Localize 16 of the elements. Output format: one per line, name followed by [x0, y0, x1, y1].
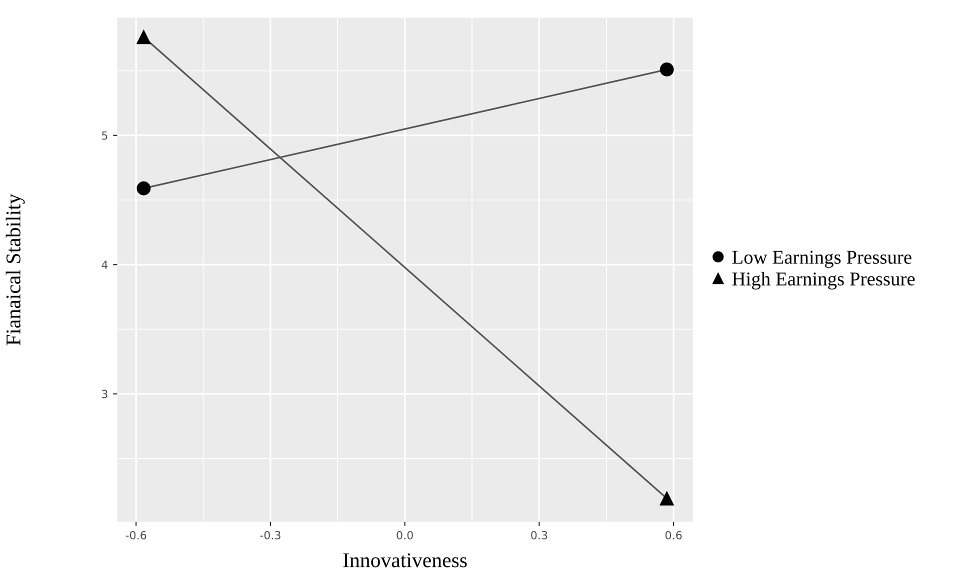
- point: [136, 181, 151, 196]
- point: [660, 62, 674, 76]
- x-tick-label: 0.6: [665, 530, 682, 540]
- y-tick-label: 3: [102, 390, 108, 398]
- x-tick-label: -0.6: [126, 530, 146, 540]
- x-axis-title: Innovativeness: [343, 553, 467, 568]
- x-tick-label: -0.3: [260, 530, 280, 540]
- legend-label: Low Earnings Pressure: [732, 250, 912, 268]
- x-tick-label: 0.3: [531, 530, 548, 540]
- point: [136, 30, 151, 44]
- point: [660, 492, 674, 506]
- y-tick-label: 4: [102, 260, 108, 269]
- y-tick-label: 5: [102, 132, 108, 140]
- y-axis-title: Fianaical Stability: [6, 194, 25, 346]
- legend-label: High Earnings Pressure: [732, 272, 915, 290]
- x-tick-label: 0.0: [396, 530, 413, 540]
